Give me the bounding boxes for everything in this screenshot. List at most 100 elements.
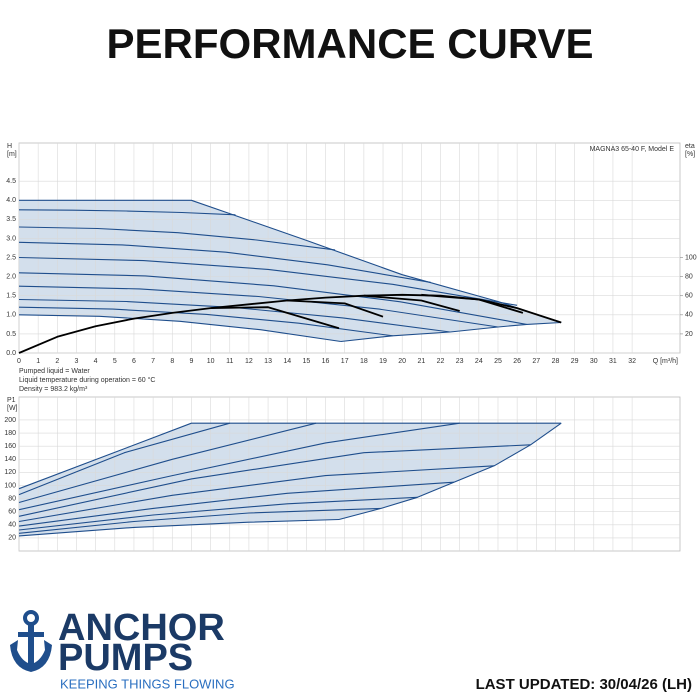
y2-tick-label: 60 bbox=[685, 293, 693, 300]
y-tick-label: 40 bbox=[8, 522, 16, 529]
x-tick-label: 5 bbox=[113, 358, 117, 365]
y-tick-label: 140 bbox=[4, 456, 16, 463]
y-tick-label: 2.5 bbox=[6, 254, 16, 261]
x-tick-label: 0 bbox=[17, 358, 21, 365]
curve bbox=[18, 256, 518, 306]
tagline: KEEPING THINGS FLOWING bbox=[60, 676, 235, 691]
y-axis-label: P1 bbox=[7, 397, 16, 404]
y-axis-unit: [W] bbox=[7, 405, 18, 412]
y-tick-label: 1.5 bbox=[6, 293, 16, 300]
y2-tick-label: 100 bbox=[685, 254, 697, 261]
efficiency-curve bbox=[363, 294, 460, 312]
curve bbox=[18, 444, 531, 517]
x-tick-label: 24 bbox=[475, 358, 483, 365]
efficiency-curve bbox=[210, 306, 340, 330]
chart-bottom: 20 40 60 80 100 120 140 160 180 200 P1[W] bbox=[4, 396, 681, 552]
y2-tick-label: 40 bbox=[685, 312, 693, 319]
y-tick-label: 20 bbox=[8, 535, 16, 542]
x-tick-label: 15 bbox=[302, 358, 310, 365]
x-tick-label: 25 bbox=[494, 358, 502, 365]
curve bbox=[18, 481, 454, 527]
y-tick-label: 1.0 bbox=[6, 312, 16, 319]
curve bbox=[18, 209, 236, 216]
curve bbox=[18, 496, 418, 531]
y2-tick-label: 80 bbox=[685, 273, 693, 280]
x-tick-label: 14 bbox=[283, 358, 291, 365]
curve bbox=[18, 465, 495, 523]
y-tick-label: 4.0 bbox=[6, 197, 16, 204]
x-tick-label: 2 bbox=[55, 358, 59, 365]
x-tick-label: 4 bbox=[94, 358, 98, 365]
x-tick-label: 27 bbox=[532, 358, 540, 365]
x-tick-label: 21 bbox=[417, 358, 425, 365]
x-tick-label: 13 bbox=[264, 358, 272, 365]
curve bbox=[18, 226, 336, 251]
y-tick-label: 0.0 bbox=[6, 350, 16, 357]
y2-axis-label: eta bbox=[685, 143, 695, 150]
x-tick-label: 28 bbox=[552, 358, 560, 365]
y-tick-label: 160 bbox=[4, 443, 16, 450]
y2-axis-unit: [%] bbox=[685, 151, 695, 158]
y-tick-label: 3.0 bbox=[6, 235, 16, 242]
curve bbox=[18, 306, 393, 337]
curve bbox=[18, 422, 460, 511]
note: Liquid temperature during operation = 60… bbox=[19, 376, 155, 384]
x-tick-label: 30 bbox=[590, 358, 598, 365]
y-tick-label: 120 bbox=[4, 469, 16, 476]
y-tick-label: 180 bbox=[4, 430, 16, 437]
y-axis-unit: [m] bbox=[7, 151, 17, 158]
x-tick-label: 23 bbox=[456, 358, 464, 365]
curve bbox=[18, 518, 340, 537]
x-tick-label: 32 bbox=[628, 358, 636, 365]
note: Pumped liquid = Water bbox=[19, 368, 90, 375]
chart-top: 0 1 2 3 4 5 6 7 8 9 10 11 12 13 14 15 16 17 18 19 20 21 22 23 24… bbox=[6, 142, 697, 365]
x-tick-label: 17 bbox=[341, 358, 349, 365]
x-tick-label: 16 bbox=[322, 358, 330, 365]
note: Density = 983.2 kg/m³ bbox=[19, 386, 88, 393]
efficiency-curve bbox=[421, 293, 524, 314]
curve bbox=[18, 422, 230, 496]
curve bbox=[18, 241, 431, 283]
curve bbox=[18, 272, 527, 325]
x-tick-label: 22 bbox=[437, 358, 445, 365]
x-tick-label: 12 bbox=[245, 358, 253, 365]
x-tick-label: 10 bbox=[207, 358, 215, 365]
x-tick-label: 20 bbox=[398, 358, 406, 365]
x-tick-label: 3 bbox=[75, 358, 79, 365]
y-tick-label: 200 bbox=[4, 417, 16, 424]
curve bbox=[18, 507, 382, 534]
logo-icon bbox=[10, 610, 52, 672]
last-updated: LAST UPDATED: 30/04/26 (LH) bbox=[476, 676, 692, 693]
brand-name: ANCHOR bbox=[58, 607, 225, 649]
curve bbox=[19, 199, 562, 324]
curve bbox=[18, 422, 317, 504]
y-tick-label: 2.0 bbox=[6, 273, 16, 280]
brand-name: PUMPS bbox=[58, 637, 193, 679]
x-tick-label: 29 bbox=[571, 358, 579, 365]
page-title: PERFORMANCE CURVE bbox=[107, 20, 594, 67]
curve bbox=[340, 321, 562, 343]
x-tick-label: 8 bbox=[170, 358, 174, 365]
curve bbox=[18, 422, 562, 490]
x-tick-label: 7 bbox=[151, 358, 155, 365]
x-tick-label: 9 bbox=[189, 358, 193, 365]
curve bbox=[18, 314, 341, 343]
y-tick-label: 4.5 bbox=[6, 178, 16, 185]
x-tick-label: 31 bbox=[609, 358, 617, 365]
y2-tick-label: 20 bbox=[685, 331, 693, 338]
y-axis-label: H bbox=[7, 143, 12, 150]
annotation: MAGNA3 65-40 F, Model E bbox=[590, 146, 675, 153]
y-tick-label: 80 bbox=[8, 495, 16, 502]
curve bbox=[18, 285, 499, 328]
y-tick-label: 3.5 bbox=[6, 216, 16, 223]
x-tick-label: 18 bbox=[360, 358, 368, 365]
y-tick-label: 100 bbox=[4, 482, 16, 489]
y-tick-label: 60 bbox=[8, 509, 16, 516]
y-tick-label: 0.5 bbox=[6, 331, 16, 338]
x-axis-label: Q [m³/h] bbox=[653, 358, 678, 365]
efficiency-curve bbox=[287, 299, 384, 318]
x-tick-label: 6 bbox=[132, 358, 136, 365]
x-tick-label: 19 bbox=[379, 358, 387, 365]
x-tick-label: 11 bbox=[226, 358, 233, 365]
